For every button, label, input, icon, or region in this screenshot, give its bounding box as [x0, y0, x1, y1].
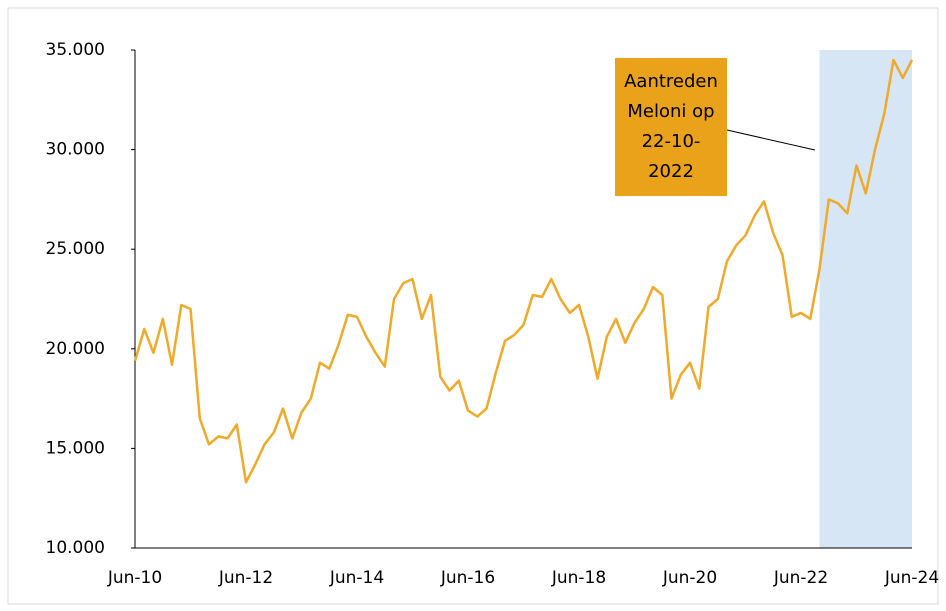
x-tick-label: Jun-12 [218, 568, 273, 588]
x-tick-label: Jun-20 [662, 568, 717, 588]
x-tick-label: Jun-16 [440, 568, 495, 588]
annotation-text: Meloni op [627, 101, 714, 122]
annotation-text: 22-10- [642, 131, 701, 152]
annotation-connector [726, 129, 816, 151]
y-tick-label: 25.000 [46, 239, 105, 259]
x-tick-label: Jun-22 [773, 568, 828, 588]
y-tick-label: 15.000 [46, 438, 105, 458]
data-line [133, 58, 914, 484]
y-tick-label: 35.000 [46, 40, 105, 60]
annotation-box [615, 58, 727, 196]
chart-frame [7, 7, 939, 605]
highlight-band [819, 50, 912, 548]
x-tick-label: Jun-10 [107, 568, 162, 588]
y-tick-label: 20.000 [46, 339, 105, 359]
annotation-text: Aantreden [624, 71, 718, 92]
x-tick-label: Jun-14 [329, 568, 384, 588]
annotation-text: 2022 [648, 161, 694, 182]
x-tick-label: Jun-18 [551, 568, 606, 588]
x-tick-label: Jun-24 [884, 568, 939, 588]
y-tick-label: 10.000 [46, 538, 105, 558]
y-tick-label: 30.000 [46, 140, 105, 160]
